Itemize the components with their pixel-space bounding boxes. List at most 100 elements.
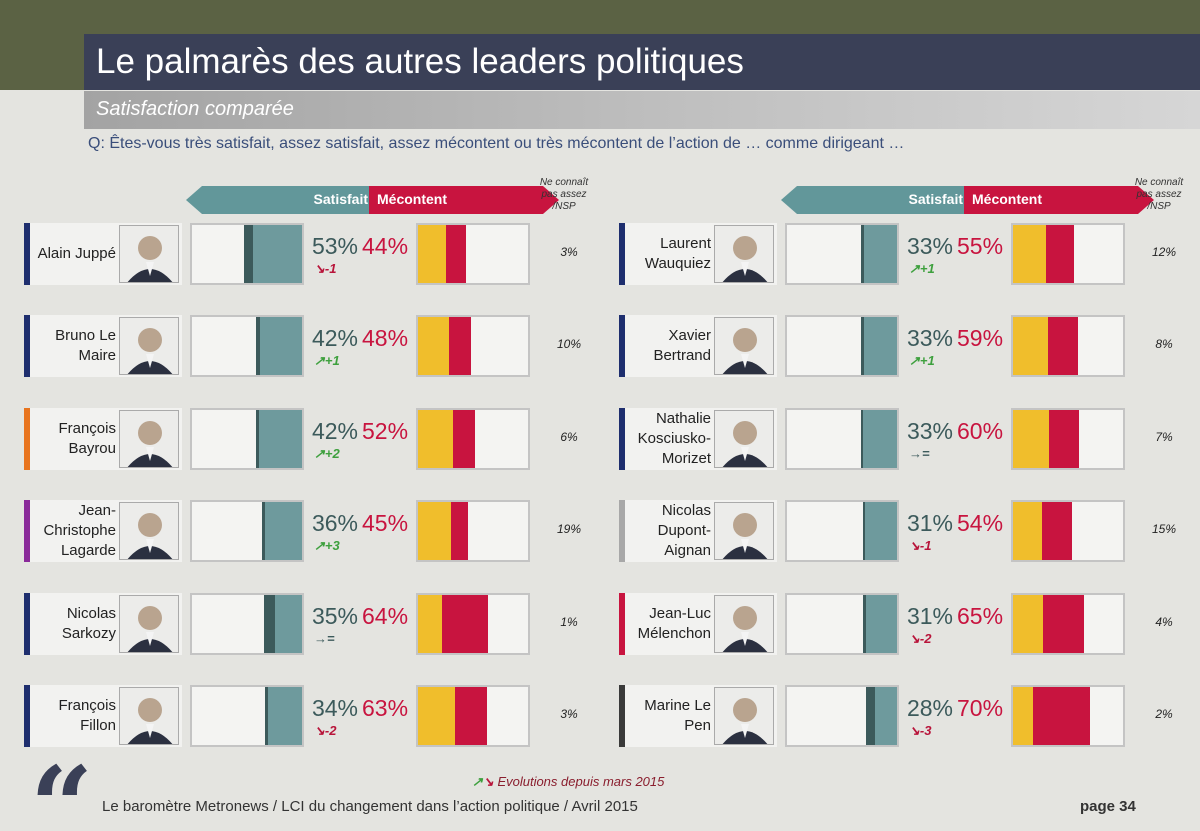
mecontent-bar-box <box>1011 223 1125 285</box>
satisfait-bar-box <box>785 315 899 378</box>
evolution-value: ↘-3 <box>909 723 931 739</box>
leader-row: François Bayrou 42% ↗+2 52% 6% <box>24 407 604 470</box>
satisfait-tres-segment <box>866 687 875 745</box>
footer-text: Le baromètre Metronews / LCI du changeme… <box>102 798 638 815</box>
leader-row: Nathalie Kosciusko-Morizet 33% →= 60% 7% <box>619 407 1199 470</box>
header-satisfait: Satisfait <box>186 186 374 214</box>
nsp-value: 12% <box>1151 245 1177 259</box>
mecontent-bar <box>418 687 488 745</box>
leader-name: Jean-Christophe Lagarde <box>43 502 116 560</box>
mecontent-bar-box <box>416 315 530 378</box>
leader-name: Xavier Bertrand <box>653 327 711 365</box>
satisfait-tres-segment <box>862 594 867 653</box>
evolution-label: -2 <box>919 630 932 646</box>
mecontent-value: 60% <box>957 417 1004 444</box>
satisfait-tres-segment <box>264 687 268 745</box>
leader-card: Nathalie Kosciusko-Morizet <box>619 407 777 470</box>
evolution-label: -3 <box>919 723 932 738</box>
page-subtitle: Satisfaction comparée <box>96 98 294 120</box>
satisfait-assez-segment <box>864 317 897 376</box>
nsp-value: 15% <box>1151 522 1177 537</box>
party-color-bar <box>24 315 30 378</box>
satisfait-assez-segment <box>252 225 302 283</box>
mecontent-bar <box>418 225 467 283</box>
mecontent-tres-segment <box>453 409 476 468</box>
satisfait-value: 31% <box>906 510 953 537</box>
party-color-bar <box>619 592 625 655</box>
mecontent-tres-segment <box>1048 317 1078 376</box>
leader-row: Jean-Christophe Lagarde 36% ↗+3 45% 19% <box>24 500 604 563</box>
mecontent-tres-segment <box>1042 594 1085 653</box>
nsp-value: 3% <box>560 707 578 721</box>
leader-name: Laurent Wauquiez <box>644 235 711 272</box>
mecontent-bar-box <box>1011 592 1125 655</box>
header-nsp: Ne connaît pas assez /NSP <box>539 177 589 212</box>
mecontent-bar-box <box>416 500 530 563</box>
leader-card: Jean-Luc Mélenchon <box>619 592 777 655</box>
leader-row: Bruno Le Maire 42% ↗+1 48% 10% <box>24 315 604 378</box>
trend-arrow-icon: → <box>909 445 922 461</box>
leader-photo <box>714 317 774 376</box>
leader-photo <box>714 225 774 283</box>
trend-arrow-icon: ↘ <box>909 630 920 646</box>
mecontent-bar <box>1013 687 1090 745</box>
party-color-bar <box>619 685 625 747</box>
mecontent-assez-segment <box>1013 409 1050 468</box>
leader-row: Laurent Wauquiez 33% ↗+1 55% 12% <box>619 223 1199 285</box>
mecontent-bar-box <box>1011 407 1125 470</box>
evolution-label: +1 <box>919 353 935 369</box>
satisfait-tres-segment <box>255 409 260 468</box>
subtitle-bar: Satisfaction comparée <box>84 91 1200 129</box>
evolution-label: -2 <box>324 723 337 738</box>
leader-card: Alain Juppé <box>24 223 182 285</box>
evolution-value: ↘-1 <box>314 261 336 277</box>
evolution-label: -1 <box>919 538 932 554</box>
leader-photo <box>119 502 179 561</box>
party-color-bar <box>619 223 625 285</box>
mecontent-bar-box <box>416 592 530 655</box>
satisfait-bar-box <box>785 500 899 563</box>
evolution-value: ↗+1 <box>314 353 340 369</box>
evolution-label: = <box>922 445 930 461</box>
satisfait-tres-segment <box>263 594 275 653</box>
mecontent-bar-box <box>416 685 530 747</box>
satisfait-bar <box>262 502 302 561</box>
satisfait-bar <box>860 317 897 376</box>
leader-row: Alain Juppé 53% ↘-1 44% 3% <box>24 223 604 285</box>
satisfait-bar-box <box>190 500 304 563</box>
party-color-bar <box>619 500 625 563</box>
leader-card: Marine Le Pen <box>619 685 777 747</box>
satisfait-bar-box <box>190 592 304 655</box>
chart-panel-right: Satisfait Mécontent Ne connaît pas assez… <box>619 177 1199 756</box>
page-number: page 34 <box>1080 798 1136 815</box>
mecontent-assez-segment <box>1013 594 1043 653</box>
satisfait-bar <box>263 594 302 653</box>
question-text: Q: Êtes-vous très satisfait, assez satis… <box>88 135 905 152</box>
leader-card: François Fillon <box>24 685 182 747</box>
nsp-value: 8% <box>1155 337 1173 352</box>
mecontent-tres-segment <box>455 687 488 745</box>
mecontent-value: 45% <box>362 510 409 537</box>
nsp-value: 19% <box>556 522 582 537</box>
nsp-value: 6% <box>560 429 578 444</box>
evolution-value: ↘-2 <box>909 631 931 647</box>
mecontent-tres-segment <box>1041 502 1073 561</box>
mecontent-bar <box>1013 502 1073 561</box>
evolution-value: →= <box>909 446 930 461</box>
satisfait-value: 35% <box>311 602 358 629</box>
leader-card: Jean-Christophe Lagarde <box>24 500 182 563</box>
satisfait-bar <box>243 225 302 283</box>
leader-card: François Bayrou <box>24 407 182 470</box>
legend: ↗↘ Evolutions depuis mars 2015 <box>472 774 664 790</box>
mecontent-value: 54% <box>957 510 1004 537</box>
mecontent-tres-segment <box>448 317 471 376</box>
leader-photo <box>119 409 179 468</box>
mecontent-bar <box>1013 594 1085 653</box>
leader-photo <box>714 687 774 745</box>
header-mecontent-label: Mécontent <box>377 191 447 207</box>
leader-row: Nicolas Sarkozy 35% →= 64% 1% <box>24 592 604 655</box>
mecontent-value: 44% <box>362 233 409 259</box>
satisfait-value: 28% <box>906 695 953 721</box>
nsp-value: 2% <box>1155 707 1173 721</box>
satisfait-bar <box>255 317 302 376</box>
